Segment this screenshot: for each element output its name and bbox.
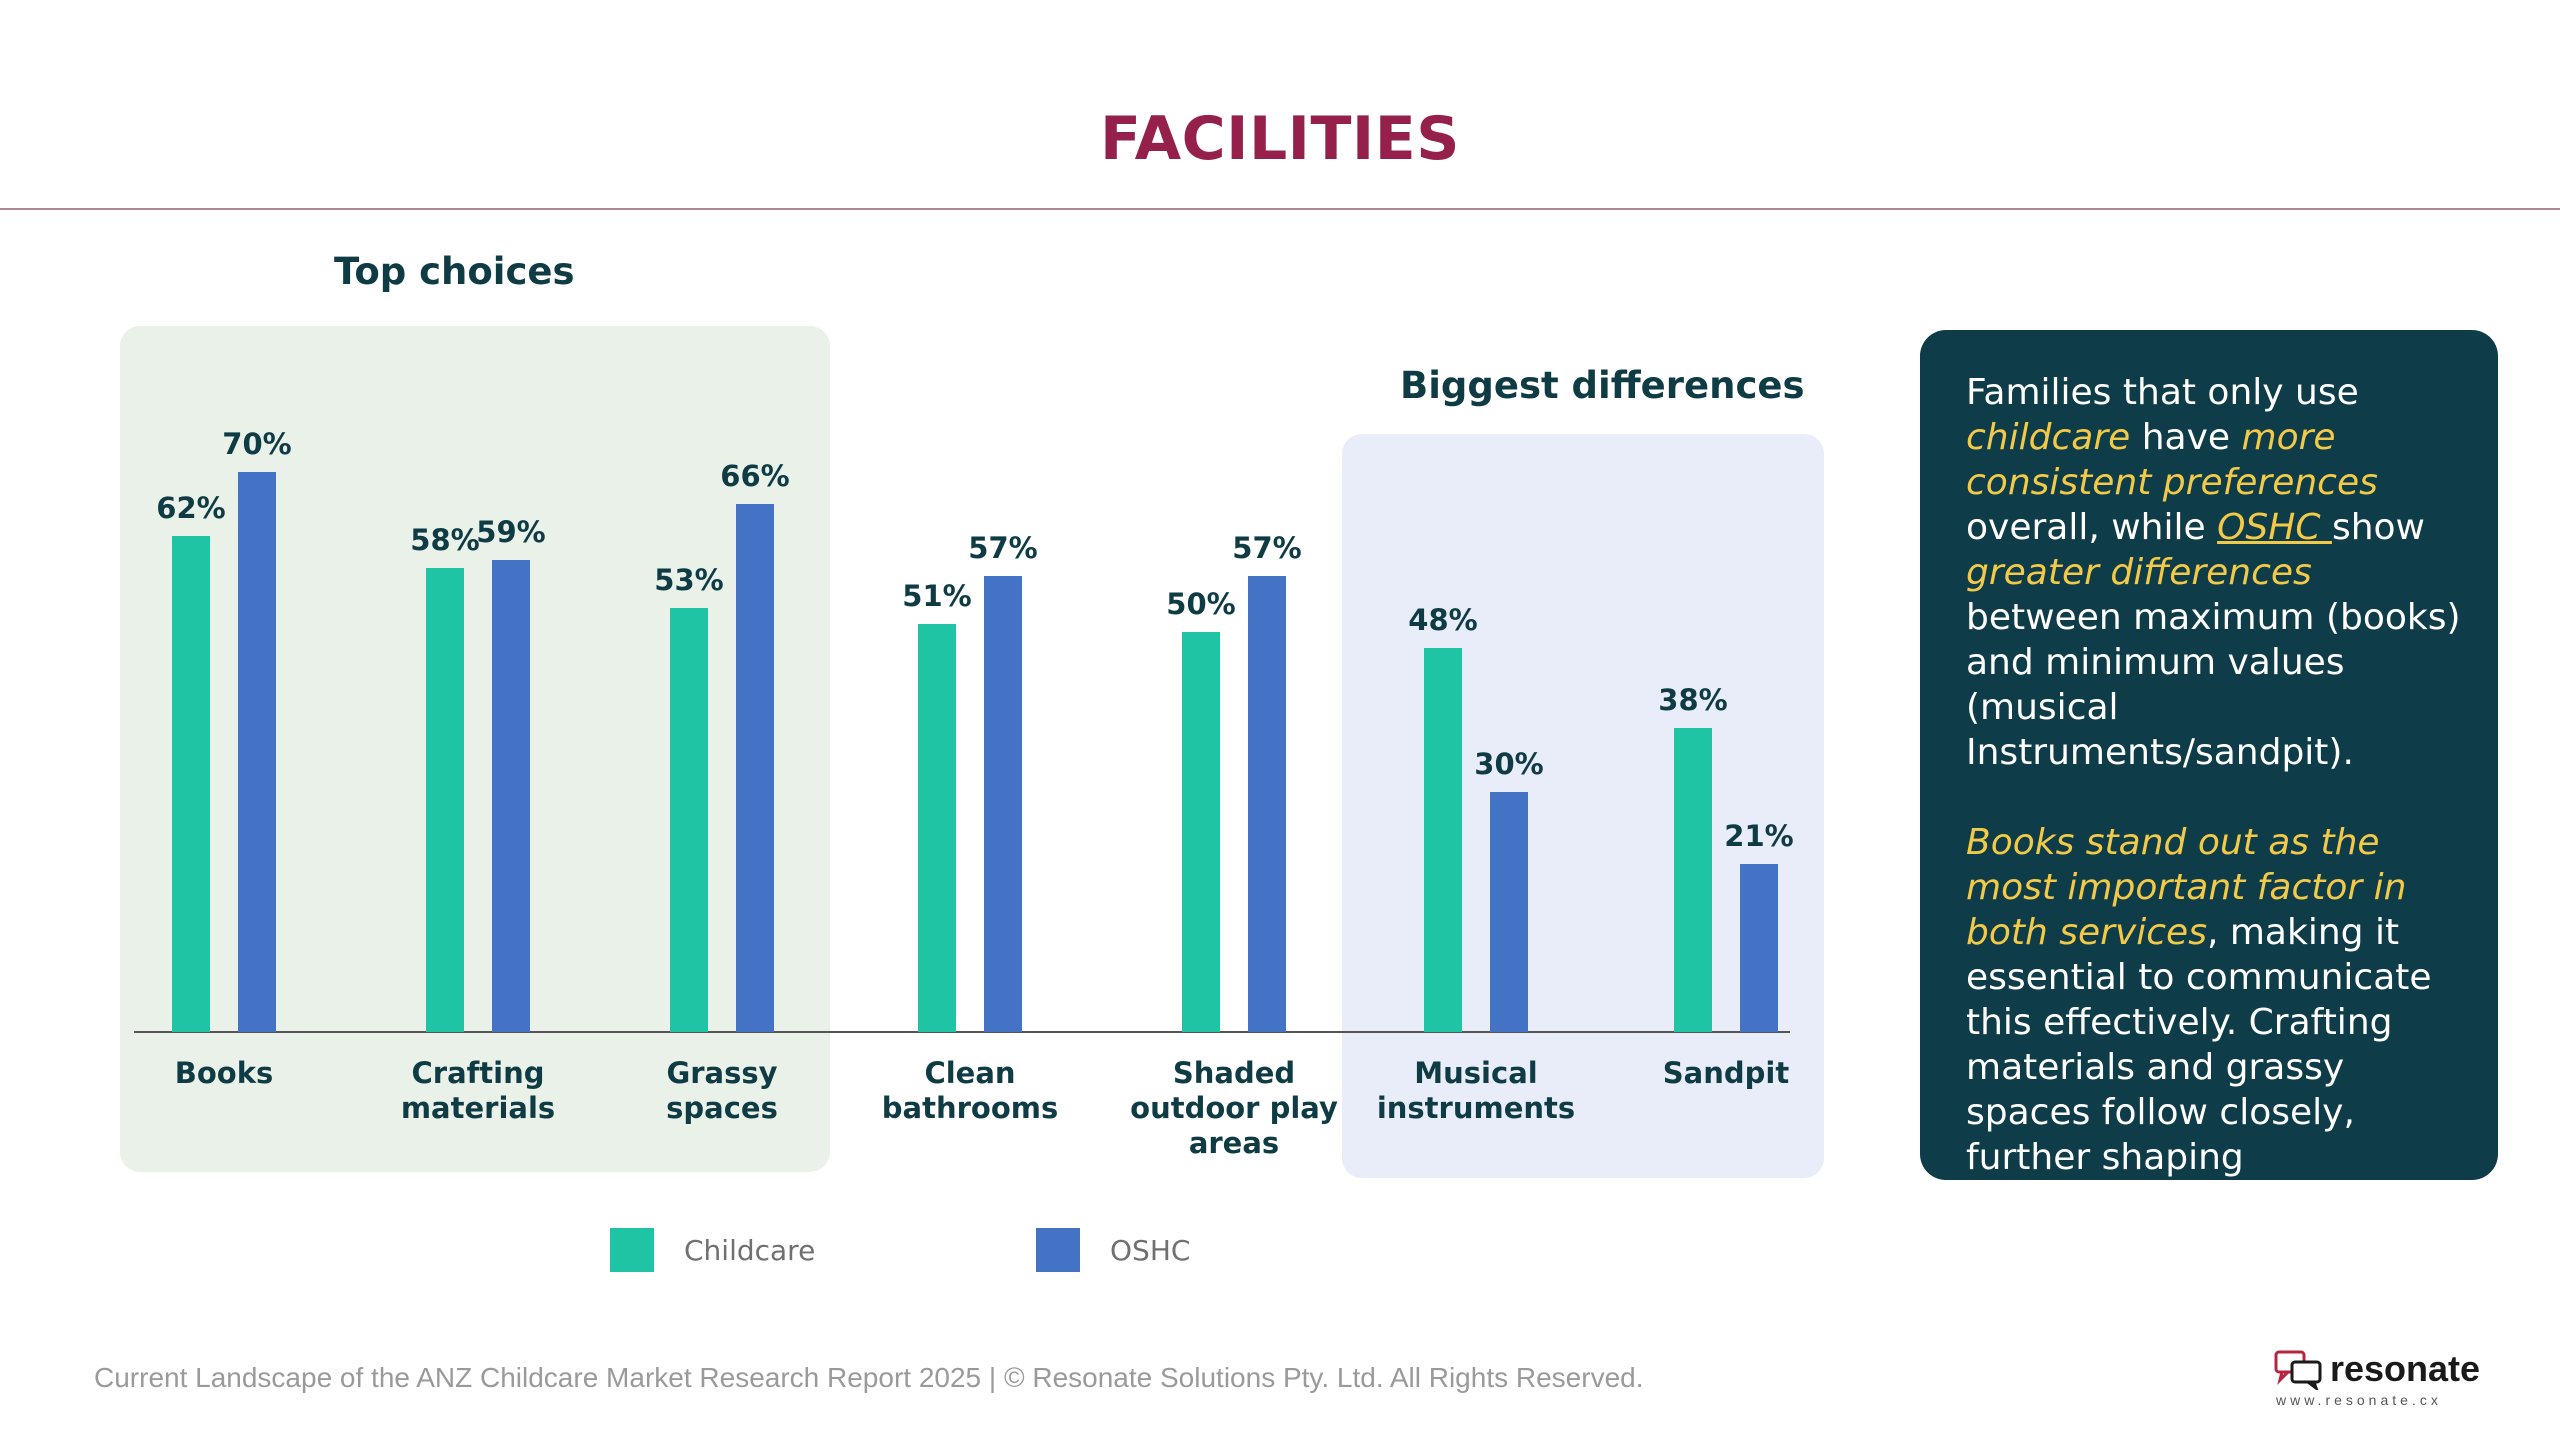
category-label-1: Crafting materials [401,1056,555,1125]
insight-highlight: greater differences [1966,552,2312,593]
bar-childcare-2 [670,608,708,1032]
insight-text: show [2331,507,2425,548]
legend-label-oshc: OSHC [1110,1233,1191,1267]
top-choices-heading: Top choices [334,250,575,293]
insight-text: between maximum (books) and minimum valu… [1966,597,2461,773]
bar-childcare-6 [1674,728,1712,1032]
data-label-childcare-3: 51% [902,579,971,613]
bar-childcare-0 [172,536,210,1032]
category-label-0: Books [175,1056,274,1090]
title-divider [0,208,2560,210]
data-label-oshc-5: 30% [1474,747,1543,781]
insight-paragraph-1: Families that only use childcare have mo… [1966,370,2472,775]
legend-childcare: Childcare [610,1228,815,1272]
insight-highlight: Books stand out as the most important fa… [1966,822,2407,953]
footer-copyright: Current Landscape of the ANZ Childcare M… [94,1362,1644,1393]
bar-oshc-3 [984,576,1022,1032]
legend-swatch-oshc [1036,1228,1080,1272]
category-label-3: Clean bathrooms [882,1056,1058,1125]
resonate-logo: resonate www.resonate.cx [2274,1348,2494,1408]
insight-highlight: more consistent preferences [1966,417,2378,503]
data-label-childcare-0: 62% [156,491,225,525]
page-title: FACILITIES [1100,104,1460,174]
category-label-5: Musical instruments [1377,1056,1575,1125]
legend-oshc: OSHC [1036,1228,1190,1272]
insight-text: , making it essential to communicate thi… [1966,912,2432,1223]
legend-swatch-childcare [610,1228,654,1272]
data-label-oshc-6: 21% [1724,819,1793,853]
data-label-childcare-1: 58% [410,523,479,557]
insight-paragraph-2: Books stand out as the most important fa… [1966,820,2472,1225]
insight-text: overall, while [1966,507,2218,548]
data-label-oshc-1: 59% [476,515,545,549]
bar-childcare-4 [1182,632,1220,1032]
bar-oshc-6 [1740,864,1778,1032]
insight-text: Families that only use [1966,372,2359,413]
data-label-oshc-0: 70% [222,427,291,461]
logo-url: www.resonate.cx [2276,1392,2442,1408]
bar-childcare-3 [918,624,956,1032]
data-label-childcare-2: 53% [654,563,723,597]
bar-oshc-4 [1248,576,1286,1032]
bar-oshc-1 [492,560,530,1032]
bar-oshc-2 [736,504,774,1032]
data-label-oshc-2: 66% [720,459,789,493]
bar-childcare-1 [426,568,464,1032]
data-label-childcare-5: 48% [1408,603,1477,637]
data-label-oshc-4: 57% [1232,531,1301,565]
insight-highlight: childcare [1966,417,2131,458]
category-label-2: Grassy spaces [666,1056,778,1125]
insight-box: Families that only use childcare have mo… [1920,330,2498,1223]
speech-bubbles-icon [2274,1350,2322,1393]
category-label-4: Shaded outdoor play areas [1130,1056,1338,1160]
insight-highlight-underlined: OSHC [2217,507,2332,548]
bar-oshc-5 [1490,792,1528,1032]
bar-childcare-5 [1424,648,1462,1032]
insight-text: have [2130,417,2242,458]
logo-wordmark: resonate [2330,1348,2481,1389]
biggest-differences-panel [1342,434,1824,1178]
bar-oshc-0 [238,472,276,1032]
biggest-differences-heading: Biggest differences [1400,364,1805,407]
legend-label-childcare: Childcare [684,1233,816,1267]
category-label-6: Sandpit [1663,1056,1790,1090]
data-label-childcare-6: 38% [1658,683,1727,717]
data-label-oshc-3: 57% [968,531,1037,565]
data-label-childcare-4: 50% [1166,587,1235,621]
